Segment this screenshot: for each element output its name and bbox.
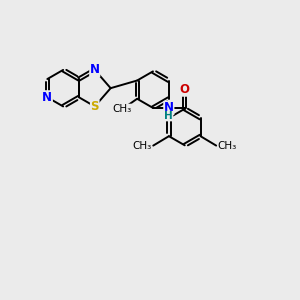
Text: CH₃: CH₃: [218, 141, 237, 151]
Text: N: N: [90, 63, 100, 76]
Text: N: N: [164, 101, 174, 114]
Text: O: O: [180, 83, 190, 96]
Text: CH₃: CH₃: [112, 104, 132, 114]
Text: N: N: [42, 91, 52, 104]
Text: H: H: [164, 111, 173, 121]
Text: CH₃: CH₃: [133, 141, 152, 151]
Text: S: S: [91, 100, 99, 113]
